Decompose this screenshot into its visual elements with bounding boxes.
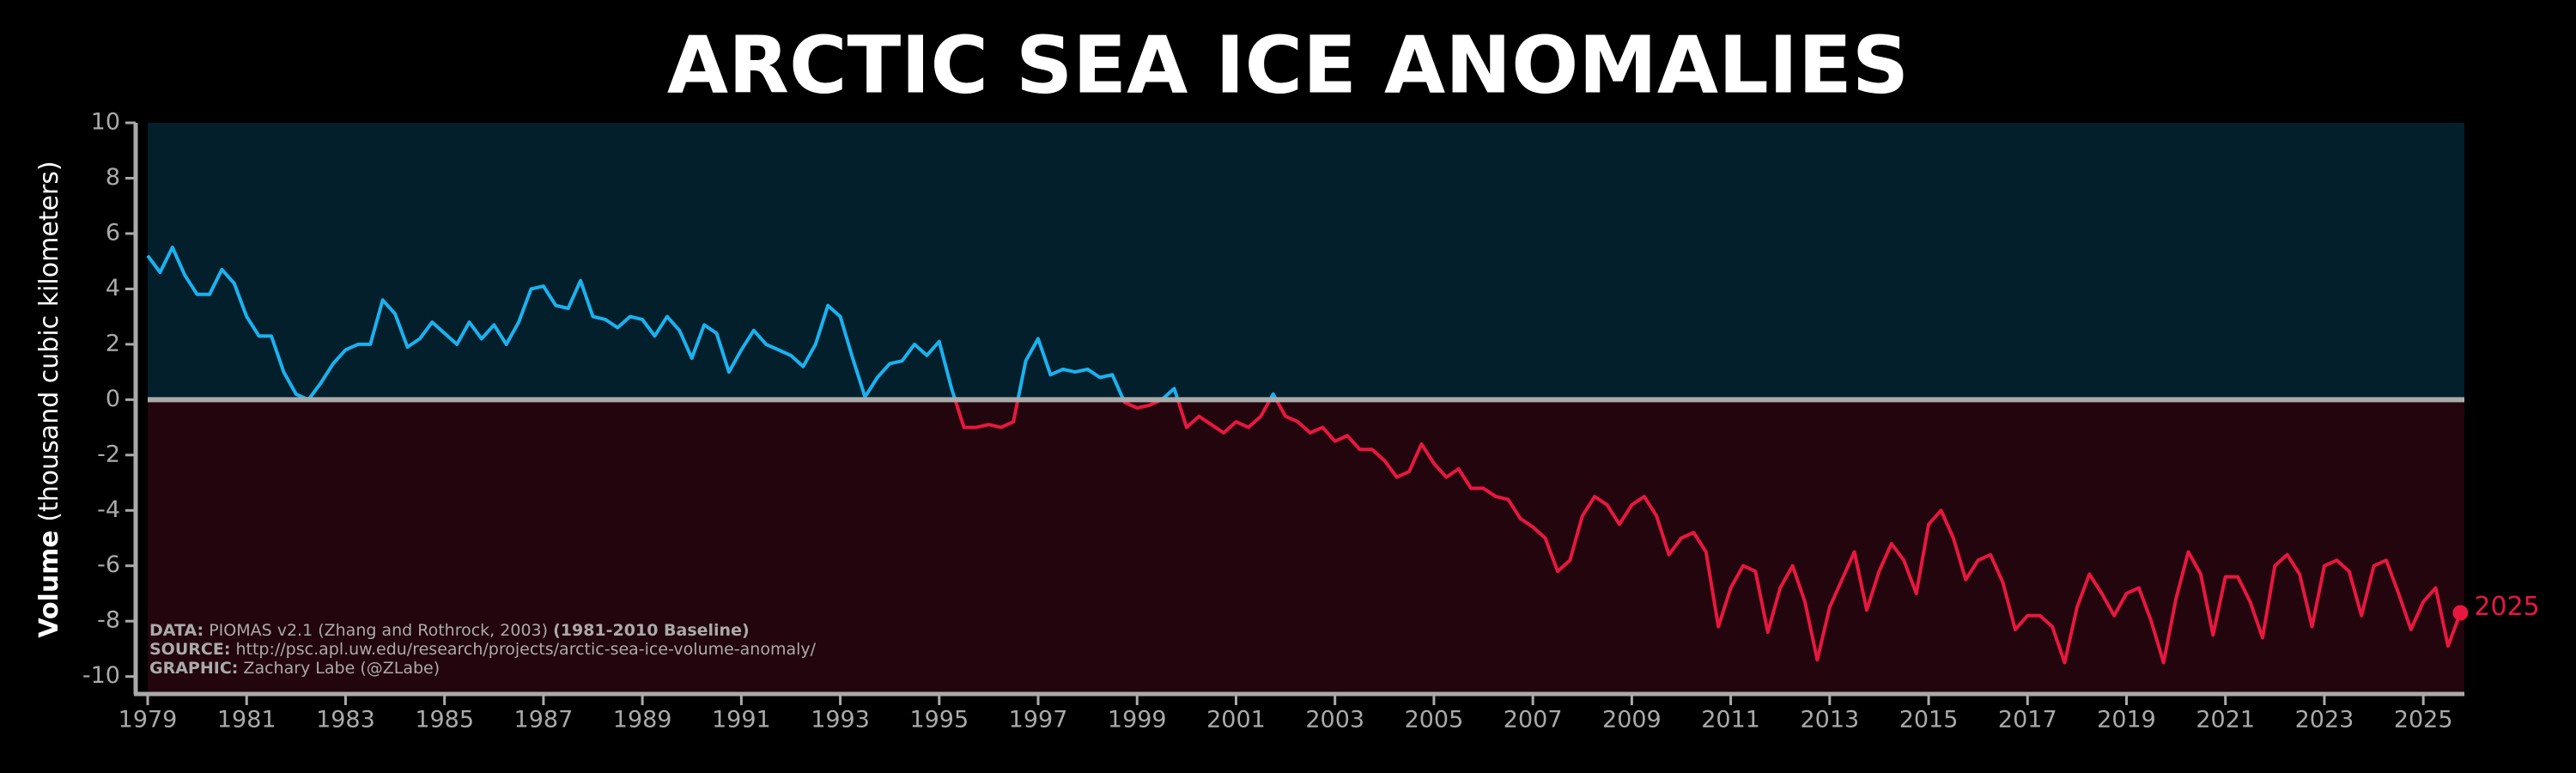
x-tick-label: 1991 xyxy=(712,707,771,733)
negative-line xyxy=(304,399,2463,665)
credit-text: http://psc.apl.uw.edu/research/projects/… xyxy=(235,640,816,659)
y-tick-label: 4 xyxy=(106,275,120,301)
credit-label: DATA: xyxy=(149,621,204,640)
credit-line: SOURCE: http://psc.apl.uw.edu/research/p… xyxy=(149,640,817,659)
x-tick-label: 1983 xyxy=(316,707,375,733)
y-tick-label: -2 xyxy=(97,441,120,467)
credit-line: GRAPHIC: Zachary Labe (@ZLabe) xyxy=(149,659,440,678)
x-tick-label: 1995 xyxy=(909,707,969,733)
end-point xyxy=(2452,605,2469,621)
y-axis-label: Volume (thousand cubic kilometers) xyxy=(34,161,64,637)
credit-note: (1981-2010 Baseline) xyxy=(553,621,750,640)
y-tick-label: -6 xyxy=(97,551,120,578)
y-axis-label-bold: Volume xyxy=(34,530,64,637)
x-tick-label: 2013 xyxy=(1800,707,1859,733)
credits: DATA: PIOMAS v2.1 (Zhang and Rothrock, 2… xyxy=(149,621,817,678)
x-tick-label: 1997 xyxy=(1009,707,1068,733)
positive-line xyxy=(146,246,1279,400)
x-tick-label: 2015 xyxy=(1899,707,1959,733)
credit-text: Zachary Labe (@ZLabe) xyxy=(243,659,440,678)
x-tick-label: 1999 xyxy=(1108,707,1167,733)
y-tick-label: 6 xyxy=(106,219,120,246)
x-tick-label: 1993 xyxy=(811,707,870,733)
y-tick-label: 2 xyxy=(106,330,120,356)
x-tick-label: 2021 xyxy=(2196,707,2255,733)
x-tick-label: 2007 xyxy=(1504,707,1563,733)
negative-background xyxy=(148,399,2464,693)
x-tick-label: 2009 xyxy=(1602,707,1662,733)
credit-label: SOURCE: xyxy=(149,640,230,659)
x-tick-label: 2023 xyxy=(2295,707,2354,733)
x-tick-label: 1985 xyxy=(415,707,474,733)
credit-line: DATA: PIOMAS v2.1 (Zhang and Rothrock, 2… xyxy=(149,621,750,640)
x-tick-label: 2005 xyxy=(1405,707,1464,733)
x-tick-label: 2017 xyxy=(1998,707,2057,733)
y-tick-label: 0 xyxy=(106,386,120,412)
x-tick-label: 2001 xyxy=(1206,707,1266,733)
y-tick-label: -4 xyxy=(97,496,120,523)
y-tick-label: -10 xyxy=(82,662,120,689)
x-tick-label: 1979 xyxy=(118,707,178,733)
credit-label: GRAPHIC: xyxy=(149,659,238,678)
end-label: 2025 xyxy=(2474,592,2539,622)
credit-text: PIOMAS v2.1 (Zhang and Rothrock, 2003) xyxy=(209,621,548,640)
x-tick-label: 1981 xyxy=(217,707,276,733)
x-tick-label: 1989 xyxy=(613,707,672,733)
y-tick-label: 8 xyxy=(106,164,120,191)
chart-title: ARCTIC SEA ICE ANOMALIES xyxy=(667,19,1909,111)
x-tick-label: 2011 xyxy=(1701,707,1760,733)
x-tick-label: 1987 xyxy=(514,707,574,733)
x-tick-label: 2025 xyxy=(2394,707,2453,733)
y-axis-label-rest: (thousand cubic kilometers) xyxy=(34,161,64,521)
x-tick-label: 2003 xyxy=(1305,707,1364,733)
y-tick-label: 10 xyxy=(91,109,120,136)
positive-background xyxy=(148,123,2464,400)
y-tick-label: -8 xyxy=(97,607,120,634)
x-tick-label: 2019 xyxy=(2097,707,2156,733)
